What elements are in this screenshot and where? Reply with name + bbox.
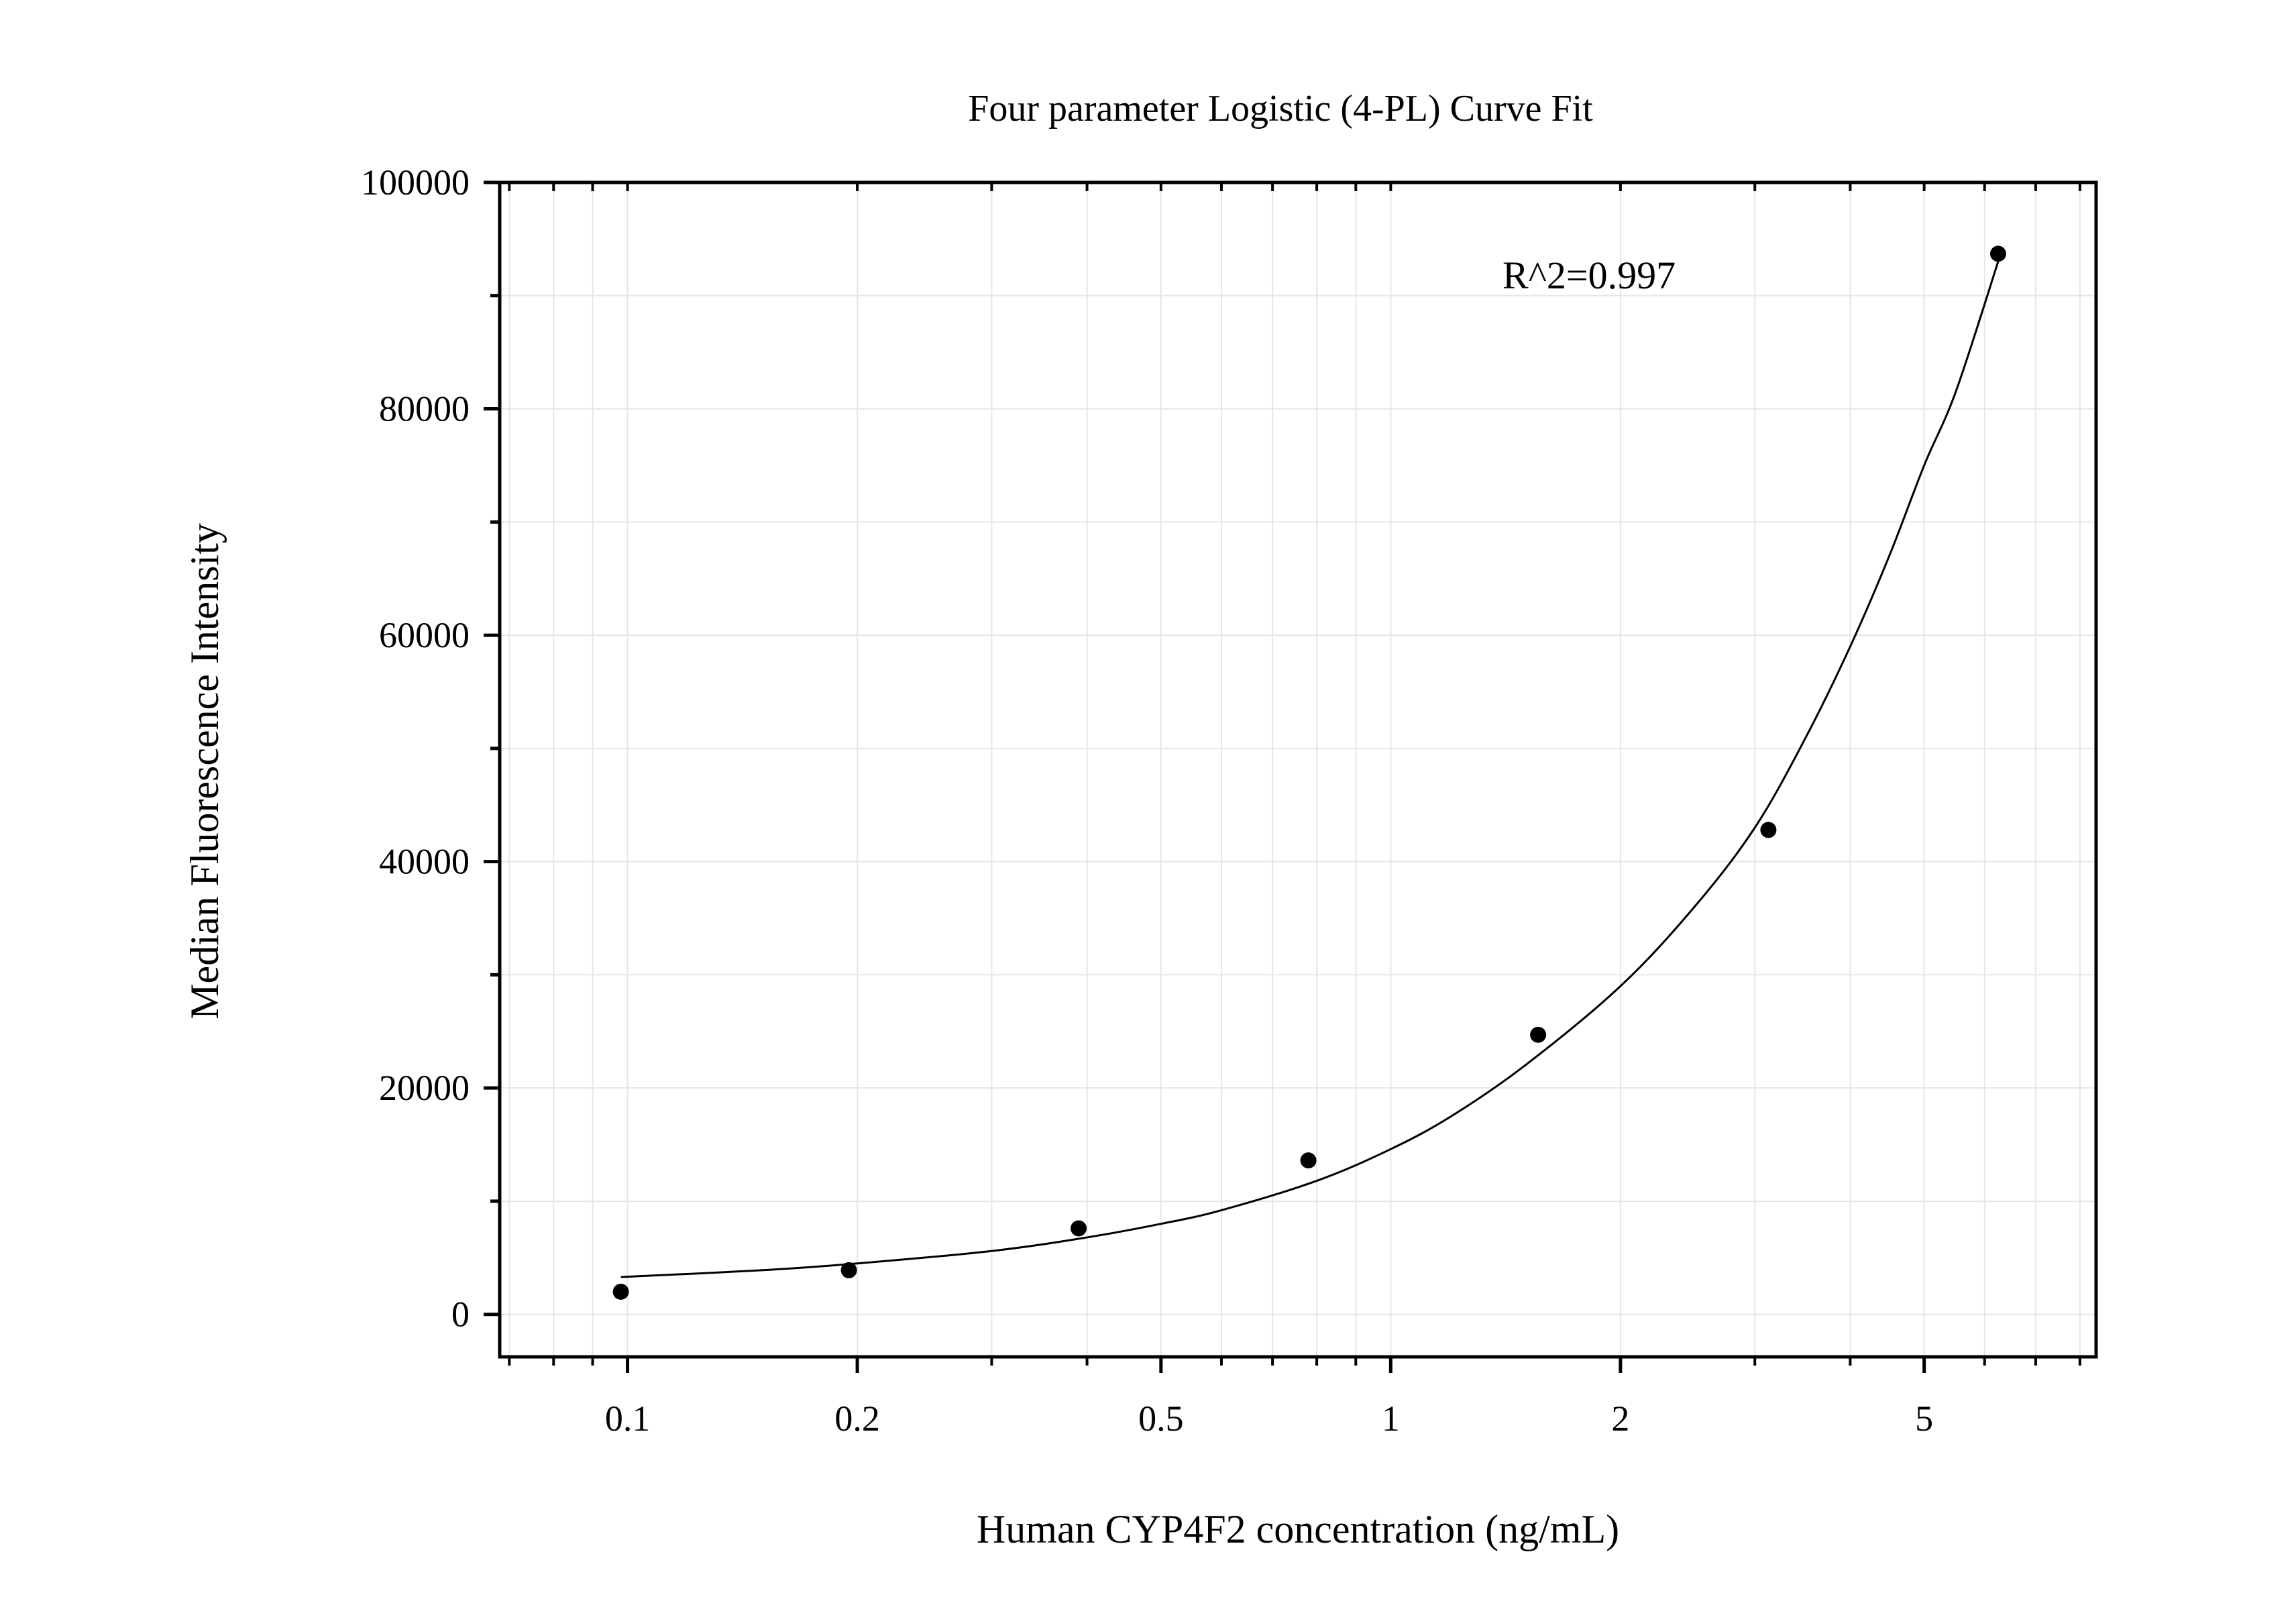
y-tick-label: 0 (451, 1294, 470, 1335)
data-points-layer (612, 245, 2006, 1300)
y-axis: 0 20000 40000 60000 80000 100000 (361, 162, 500, 1335)
data-point (1989, 245, 2006, 262)
data-point (612, 1283, 629, 1300)
data-point (1530, 1026, 1547, 1043)
y-tick-label: 40000 (379, 842, 470, 882)
data-point (1760, 822, 1777, 838)
x-tick-label: 2 (1611, 1398, 1629, 1439)
x-tick-label: 0.1 (605, 1398, 651, 1439)
data-point (840, 1262, 857, 1278)
grid (500, 182, 2096, 1357)
y-tick-label: 20000 (379, 1068, 470, 1108)
x-axis: 0.1 0.2 0.5 1 2 5 (508, 182, 2081, 1439)
chart-title: Four parameter Logistic (4-PL) Curve Fit (968, 88, 1593, 129)
plot-frame (498, 180, 2098, 1359)
y-tick-label: 80000 (379, 389, 470, 429)
r-squared-annotation: R^2=0.997 (1502, 254, 1676, 297)
data-point (1071, 1220, 1087, 1237)
y-tick-label: 60000 (379, 615, 470, 655)
x-tick-label: 0.5 (1138, 1398, 1184, 1439)
x-axis-label: Human CYP4F2 concentration (ng/mL) (977, 1507, 1619, 1551)
y-tick-label: 100000 (361, 162, 470, 203)
x-tick-label: 0.2 (834, 1398, 880, 1439)
x-tick-label: 5 (1915, 1398, 1933, 1439)
fit-curve (620, 261, 2000, 1278)
y-axis-label: Median Fluorescence Intensity (182, 523, 227, 1019)
data-point (1300, 1152, 1317, 1169)
fit-curve-layer (620, 261, 2000, 1278)
x-tick-label: 1 (1382, 1398, 1400, 1439)
